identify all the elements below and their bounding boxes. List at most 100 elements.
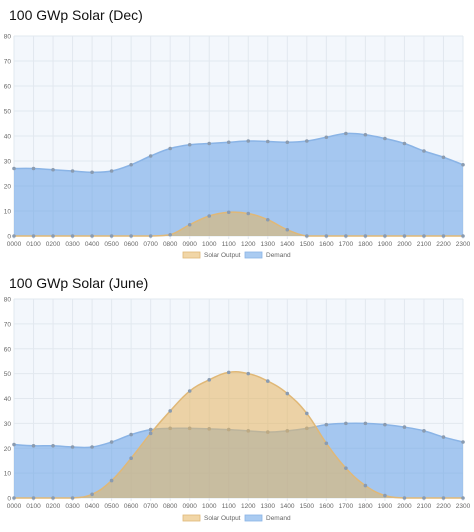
data-point-solar bbox=[12, 496, 16, 500]
y-tick-label: 20 bbox=[4, 446, 12, 453]
data-point-solar bbox=[148, 234, 153, 238]
data-point-demand bbox=[324, 135, 329, 140]
data-point-demand bbox=[109, 169, 114, 173]
data-point-solar bbox=[402, 496, 407, 500]
data-point-solar bbox=[168, 409, 172, 413]
data-point-demand bbox=[265, 139, 270, 144]
legend-label: Solar Output bbox=[204, 252, 241, 259]
x-tick-label: 2000 bbox=[397, 241, 412, 248]
data-point-solar bbox=[402, 234, 407, 238]
chart-dec: 0 10 20 30 40 50 60 70 80 0000 0100 0200 0300 0400 050… bbox=[4, 34, 471, 260]
x-tick-label: 1100 bbox=[222, 241, 236, 248]
data-point-demand bbox=[383, 136, 387, 141]
chart-june-section: 100 GWp Solar (June) 0 10 20 30 40 50 60 70 80 00… bbox=[0, 265, 474, 527]
data-point-demand bbox=[31, 166, 36, 171]
data-point-solar bbox=[187, 222, 192, 227]
data-point-demand bbox=[70, 169, 75, 173]
x-tick-label: 1400 bbox=[280, 241, 295, 248]
data-point-solar bbox=[383, 493, 387, 498]
legend-label: Demand bbox=[266, 252, 291, 259]
data-point-demand bbox=[344, 421, 348, 426]
data-point-demand bbox=[305, 139, 309, 143]
y-tick-label: 30 bbox=[4, 159, 12, 166]
x-tick-label: 1300 bbox=[261, 241, 276, 248]
y-tick-label: 70 bbox=[4, 59, 12, 66]
x-tick-label: 0200 bbox=[46, 241, 61, 248]
chart-june-title: 100 GWp Solar (June) bbox=[9, 275, 149, 291]
data-point-solar bbox=[461, 496, 465, 500]
x-tick-label: 1100 bbox=[222, 503, 236, 510]
data-point-demand bbox=[51, 443, 55, 448]
x-tick-label: 2300 bbox=[456, 241, 471, 248]
data-point-demand bbox=[363, 132, 368, 137]
data-point-solar bbox=[265, 379, 270, 383]
x-tick-label: 1500 bbox=[300, 503, 315, 510]
data-point-demand bbox=[109, 440, 114, 444]
x-tick-label: 2300 bbox=[456, 503, 471, 510]
x-tick-label: 1800 bbox=[358, 503, 373, 510]
y-tick-label: 50 bbox=[4, 371, 12, 378]
series-area-solar bbox=[14, 212, 463, 236]
data-point-solar bbox=[324, 441, 329, 446]
x-tick-label: 2200 bbox=[436, 503, 451, 510]
y-tick-label: 80 bbox=[4, 297, 12, 304]
data-point-solar bbox=[226, 210, 231, 215]
x-tick-label: 1900 bbox=[378, 503, 393, 510]
data-point-solar bbox=[31, 234, 36, 238]
legend-swatch bbox=[244, 251, 263, 259]
data-point-solar bbox=[31, 496, 36, 500]
x-tick-label: 1600 bbox=[319, 241, 334, 248]
data-point-solar bbox=[246, 371, 251, 376]
data-point-solar bbox=[265, 217, 270, 222]
x-tick-label: 0700 bbox=[143, 241, 158, 248]
y-tick-label: 0 bbox=[7, 234, 11, 241]
y-tick-label: 40 bbox=[4, 134, 12, 141]
series-area-demand bbox=[14, 133, 463, 236]
data-point-demand bbox=[246, 139, 251, 143]
x-tick-label: 1000 bbox=[202, 241, 217, 248]
data-point-solar bbox=[168, 232, 172, 237]
x-tick-label: 1600 bbox=[319, 503, 334, 510]
x-tick-label: 0900 bbox=[182, 503, 197, 510]
data-point-demand bbox=[402, 141, 407, 146]
y-tick-label: 10 bbox=[4, 471, 12, 478]
series-line-solar bbox=[14, 371, 463, 499]
data-point-demand bbox=[90, 170, 94, 175]
legend-swatch bbox=[244, 514, 263, 522]
data-point-solar bbox=[207, 214, 212, 218]
data-point-solar bbox=[226, 370, 231, 375]
data-point-demand bbox=[422, 149, 426, 153]
data-point-demand bbox=[285, 140, 290, 145]
x-tick-label: 1400 bbox=[280, 503, 295, 510]
legend-swatch bbox=[182, 514, 201, 522]
data-point-demand bbox=[90, 445, 94, 449]
data-point-solar bbox=[70, 496, 75, 500]
data-point-demand bbox=[187, 142, 192, 147]
x-tick-label: 0200 bbox=[46, 503, 61, 510]
x-tick-label: 1000 bbox=[202, 503, 217, 510]
data-point-solar bbox=[90, 234, 94, 238]
x-tick-label: 2000 bbox=[397, 503, 412, 510]
y-tick-label: 60 bbox=[4, 84, 12, 91]
series-line-demand bbox=[13, 132, 464, 174]
data-point-solar bbox=[422, 234, 426, 238]
x-tick-label: 0300 bbox=[65, 503, 80, 510]
data-point-demand bbox=[441, 435, 446, 439]
x-tick-label: 0400 bbox=[85, 241, 100, 248]
data-point-demand bbox=[363, 421, 368, 426]
data-point-solar bbox=[109, 478, 114, 483]
data-point-demand bbox=[324, 422, 329, 427]
data-point-solar bbox=[51, 496, 55, 500]
x-tick-label: 0600 bbox=[124, 503, 139, 510]
x-tick-label: 0800 bbox=[163, 241, 178, 248]
data-point-demand bbox=[168, 146, 172, 151]
x-tick-label: 1500 bbox=[300, 241, 315, 248]
data-point-solar bbox=[344, 466, 348, 470]
x-tick-label: 0700 bbox=[143, 503, 158, 510]
x-tick-label: 0300 bbox=[65, 241, 80, 248]
y-tick-label: 30 bbox=[4, 421, 12, 428]
data-point-solar bbox=[363, 483, 368, 488]
data-point-solar bbox=[207, 378, 212, 382]
series-line-solar bbox=[14, 211, 463, 237]
data-point-solar bbox=[187, 389, 192, 393]
